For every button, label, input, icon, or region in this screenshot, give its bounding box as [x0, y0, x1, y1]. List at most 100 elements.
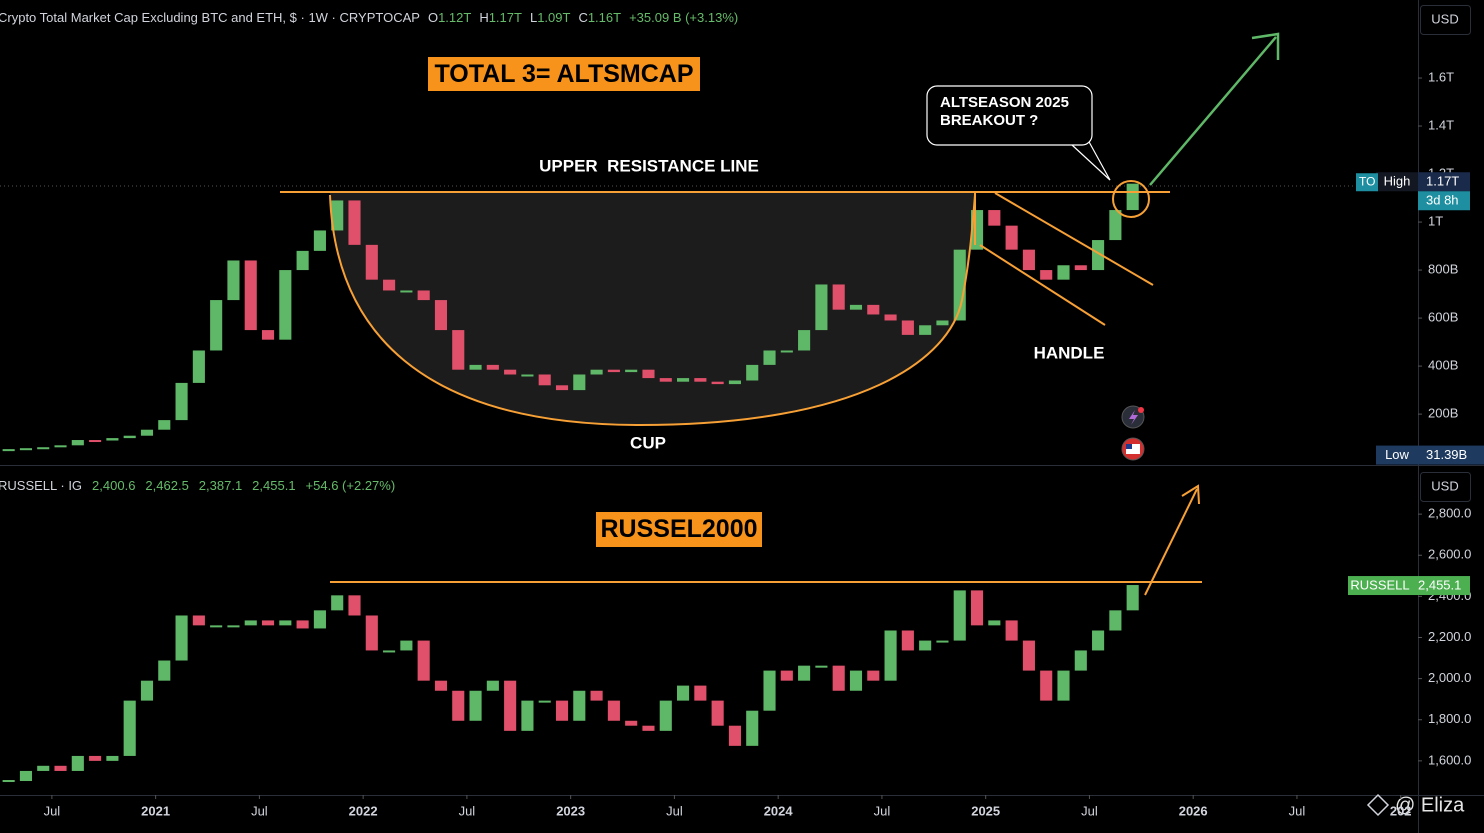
- candle: [348, 595, 361, 616]
- y-tick-label: 1.6T: [1428, 69, 1454, 84]
- x-tick-label: 2025: [971, 803, 1000, 818]
- candle: [763, 350, 776, 365]
- price-tag-name: RUSSELL: [1350, 577, 1409, 592]
- x-tick-label: Jul: [251, 803, 268, 818]
- candle: [590, 369, 603, 375]
- candle: [555, 385, 569, 391]
- candle: [417, 290, 430, 301]
- price-tag: [1418, 445, 1484, 465]
- y-tick-label: 800B: [1428, 262, 1458, 277]
- candle: [261, 330, 275, 340]
- candle: [383, 279, 396, 291]
- series-tag: [1356, 173, 1378, 192]
- candle: [2, 780, 15, 783]
- candle: [19, 448, 32, 451]
- annotation: UPPER RESISTANCE LINE: [539, 156, 759, 175]
- ohlc-value: 2,400.6: [92, 478, 136, 493]
- ohlc-value: 1.09T: [537, 10, 571, 25]
- candle: [953, 590, 966, 641]
- arrow-head: [1251, 32, 1280, 60]
- y-tick-label: 200B: [1428, 406, 1458, 421]
- candle: [1040, 270, 1053, 280]
- candles: [2, 183, 1139, 783]
- candle: [1040, 670, 1053, 701]
- candle: [1022, 249, 1035, 271]
- candle: [400, 640, 413, 651]
- x-tick-label: 2022: [349, 803, 378, 818]
- ohlc-value: 1.17T: [488, 10, 522, 25]
- candle: [746, 710, 759, 746]
- ohlc: H1.17T: [475, 10, 522, 25]
- candle: [89, 440, 102, 443]
- annotation: CUP: [630, 433, 666, 452]
- candle: [642, 369, 655, 379]
- callout-text: BREAKOUT ?: [940, 112, 1038, 129]
- candle: [1126, 585, 1139, 611]
- watermark-icon: [1366, 793, 1390, 817]
- candle: [313, 610, 326, 629]
- candle: [19, 770, 32, 782]
- candle: [849, 670, 863, 691]
- candle: [1057, 265, 1070, 280]
- x-tick-label: 2021: [141, 803, 170, 818]
- handle-channel: [994, 192, 1154, 286]
- candle: [313, 230, 326, 251]
- candle: [1109, 210, 1122, 241]
- candle: [469, 690, 482, 721]
- candle: [521, 374, 534, 377]
- candle: [832, 665, 845, 691]
- candle: [486, 364, 499, 370]
- candle: [867, 304, 880, 315]
- candle: [140, 680, 154, 701]
- candle: [763, 670, 776, 711]
- price-tag-name: High: [1384, 174, 1411, 189]
- currency-button[interactable]: [1420, 472, 1471, 502]
- header: Crypto Total Market Cap Excluding BTC an…: [0, 10, 738, 25]
- candle: [504, 680, 517, 731]
- candle: [279, 270, 292, 340]
- candle: [158, 420, 171, 430]
- candle: [365, 244, 378, 280]
- series-tag-name: TO: [1359, 174, 1375, 188]
- price-tag: [1376, 445, 1418, 465]
- currency-button[interactable]: [1420, 5, 1471, 35]
- ohlc-value: 1.12T: [438, 10, 472, 25]
- y-tick-label: 2,000.0: [1428, 670, 1471, 685]
- title: RUSSELL · IG: [0, 478, 83, 493]
- candle: [936, 320, 949, 326]
- candle: [521, 700, 534, 731]
- chart-label: TOTAL 3= ALTSMCAP: [428, 57, 700, 91]
- ohlc-value: 2,455.1: [252, 478, 296, 493]
- candle: [815, 665, 828, 668]
- candle: [504, 369, 517, 375]
- candle: [538, 700, 551, 703]
- candle: [1126, 183, 1139, 211]
- header: RUSSELL · IG 2,400.6 2,462.5 2,387.1 2,4…: [0, 478, 395, 493]
- candle: [210, 625, 223, 628]
- candle: [1074, 265, 1087, 271]
- candle: [331, 200, 344, 231]
- candle: [728, 725, 741, 746]
- ohlc-key: C: [578, 10, 588, 25]
- candle: [607, 700, 620, 721]
- candle: [659, 700, 672, 731]
- candle: [884, 314, 897, 321]
- candle: [71, 440, 84, 446]
- x-tick-label: 2026: [1179, 803, 1208, 818]
- candle: [746, 364, 759, 381]
- x-tick-label: Jul: [44, 803, 61, 818]
- y-tick-label: 2,800.0: [1428, 506, 1471, 521]
- change: +54.6 (+2.27%): [305, 478, 396, 493]
- candle: [677, 685, 690, 701]
- candle: [780, 670, 793, 681]
- breakout-circle: [1112, 180, 1150, 218]
- price-tag-value: 2,455.1: [1418, 577, 1461, 592]
- candle: [123, 435, 136, 439]
- candle: [140, 429, 154, 436]
- y-tick-label: 1,800.0: [1428, 711, 1471, 726]
- x-tick-label: Jul: [874, 803, 891, 818]
- candle: [659, 378, 672, 382]
- candle: [919, 325, 932, 335]
- y-tick-label: 1.4T: [1428, 117, 1454, 132]
